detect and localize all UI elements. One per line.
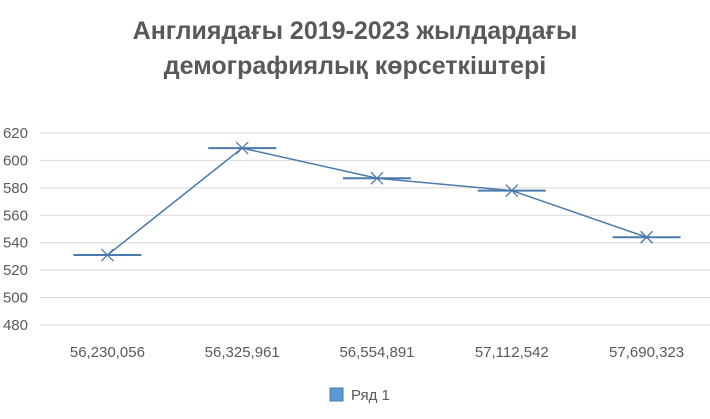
y-tick-label: 480 (3, 317, 28, 334)
legend-swatch (329, 387, 344, 402)
data-point-marker (612, 230, 681, 244)
chart-title: Англиядағы 2019-2023 жылдардағы демограф… (0, 14, 710, 84)
gridlines (40, 132, 710, 299)
y-tick-label: 620 (3, 125, 28, 142)
data-point-marker (208, 141, 277, 155)
y-tick-label: 600 (3, 152, 28, 169)
y-tick-label: 580 (3, 180, 28, 197)
legend: Ряд 1 (329, 387, 390, 404)
data-point-marker (477, 184, 546, 198)
marker-x-stroke (235, 141, 249, 155)
y-axis: 480 500 520 540 560 580 600 620 (3, 125, 28, 334)
marker-x-stroke (370, 171, 384, 185)
x-axis: 56,230,056 56,325,961 56,554,891 57,112,542… (40, 324, 710, 361)
x-tick-label: 56,230,056 (70, 344, 145, 361)
y-tick-label: 520 (3, 262, 28, 279)
y-tick-label: 500 (3, 290, 28, 307)
y-tick-label: 540 (3, 235, 28, 252)
data-point-marker (343, 171, 411, 185)
data-point-marker (73, 248, 142, 262)
x-tick-label: 57,690,323 (609, 344, 684, 361)
marker-x-stroke (640, 230, 654, 244)
series-line (106, 147, 647, 256)
x-tick-label: 57,112,542 (475, 344, 549, 361)
y-tick-label: 560 (3, 207, 28, 224)
marker-x-stroke (100, 248, 114, 262)
legend-label: Ряд 1 (351, 387, 390, 404)
marker-x-stroke (505, 184, 519, 198)
series-group (73, 141, 681, 262)
x-tick-label: 56,554,891 (339, 344, 414, 361)
chart-title-line-2: демографиялық көрсеткіштері (163, 52, 547, 80)
x-tick-label: 56,325,961 (205, 344, 280, 361)
chart-title-line-1: Англиядағы 2019-2023 жылдардағы (132, 17, 578, 45)
